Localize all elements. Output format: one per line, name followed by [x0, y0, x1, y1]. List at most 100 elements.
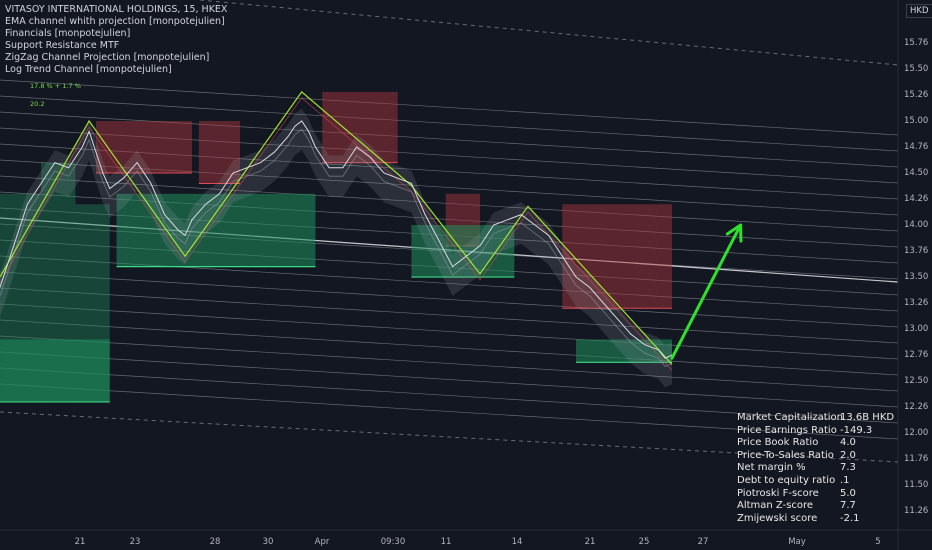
indicator-ema[interactable]: EMA channel whith projection [monpotejul… — [5, 16, 225, 27]
support-box — [0, 339, 110, 402]
chart-legend: VITASOY INTERNATIONAL HOLDINGS, 15, HKEX… — [5, 4, 227, 76]
resistance-box — [96, 121, 192, 174]
y-tick-label: 11.26 — [904, 506, 928, 516]
currency-badge[interactable]: HKD — [906, 4, 932, 18]
financial-label: Debt to equity ratio — [737, 474, 836, 486]
x-tick-label: 25 — [639, 537, 650, 547]
indicator-financials[interactable]: Financials [monpotejulien] — [5, 28, 131, 39]
channel-bottom-dashed-line — [0, 411, 899, 463]
financial-label: Price Book Ratio — [737, 437, 819, 449]
financial-row: Zmijewski score -2.1 — [737, 513, 894, 526]
y-tick-label: 15.76 — [904, 38, 928, 48]
ema-band — [0, 108, 672, 388]
x-tick-label: 30 — [263, 537, 274, 547]
x-tick-label: 11 — [441, 537, 452, 547]
y-tick-label: 14.26 — [904, 194, 928, 204]
financial-label: Market Capitalization — [737, 412, 843, 423]
channel-line — [0, 351, 899, 408]
financial-label: Altman Z-score — [737, 500, 814, 512]
channel-top-dashed-line — [199, 0, 899, 66]
channel-line — [0, 79, 899, 136]
y-axis: 15.76 15.50 15.26 15.00 14.76 14.50 14.26 14.00… — [904, 38, 928, 516]
indicator-log-trend[interactable]: Log Trend Channel [monpotejulien] — [5, 64, 172, 75]
financial-label: Piotroski F-score — [737, 487, 819, 499]
y-tick-label: 15.50 — [904, 64, 928, 74]
y-tick-label: 13.50 — [904, 272, 928, 282]
financial-row: Altman Z-score 7.7 — [737, 500, 894, 513]
y-tick-label: 12.50 — [904, 376, 928, 386]
financial-value: -2.1 — [840, 512, 860, 524]
channel-line — [0, 159, 899, 216]
financial-value: 5.0 — [840, 487, 856, 499]
financial-row: Market Capitalization 13.6B HKD — [737, 412, 894, 425]
zigzag-value-label: 20.2 — [30, 100, 45, 108]
financial-row: Net margin % 7.3 — [737, 462, 894, 475]
zigzag-channel — [0, 91, 673, 371]
financial-row: Price Book Ratio 4.0 — [737, 437, 894, 450]
price-series — [0, 120, 673, 359]
zigzag-line — [0, 91, 673, 365]
support-column — [75, 204, 110, 402]
financial-value: 7.3 — [840, 462, 856, 474]
financial-value: 7.7 — [840, 500, 856, 512]
y-tick-label: 13.00 — [904, 324, 928, 334]
y-tick-label: 12.26 — [904, 402, 928, 412]
channel-line — [0, 367, 899, 424]
channel-line — [0, 303, 899, 360]
y-tick-label: 14.76 — [904, 142, 928, 152]
financials-table: Market Capitalization 13.6B HKD Price Ear… — [737, 412, 894, 525]
x-tick-label: 28 — [210, 537, 221, 547]
price-line — [0, 120, 673, 359]
channel-line — [0, 319, 899, 376]
arrow-head — [725, 223, 743, 243]
x-tick-label: Apr — [315, 537, 330, 547]
financial-row: Piotroski F-score 5.0 — [737, 488, 894, 501]
y-tick-label: 14.50 — [904, 168, 928, 178]
y-tick-label: 12.00 — [904, 428, 928, 438]
financial-value: .1 — [840, 474, 850, 486]
financial-value: 4.0 — [840, 437, 856, 449]
chart-title: VITASOY INTERNATIONAL HOLDINGS, 15, HKEX — [5, 4, 228, 15]
channel-line — [0, 111, 899, 168]
channel-line — [0, 143, 899, 200]
y-tick-label: 11.50 — [904, 480, 928, 490]
x-tick-label: May — [788, 537, 806, 547]
financial-value: 2.0 — [840, 449, 856, 461]
financial-value: 13.6B HKD — [840, 412, 895, 423]
y-tick-label: 15.26 — [904, 90, 928, 100]
financial-label: Zmijewski score — [737, 512, 818, 524]
financial-row: Price Earnings Ratio -149.3 — [737, 425, 894, 438]
channel-line — [0, 383, 899, 440]
resistance-box — [562, 204, 672, 309]
ema-line — [0, 128, 673, 368]
x-tick-label: 5 — [875, 537, 880, 547]
support-resistance-boxes — [0, 91, 672, 403]
financial-label: Price Earnings Ratio — [737, 424, 837, 436]
financial-label: Net margin % — [737, 462, 806, 474]
y-tick-label: 15.00 — [904, 116, 928, 126]
financial-row: Debt to equity ratio .1 — [737, 475, 894, 488]
indicator-support-resistance[interactable]: Support Resistance MTF — [5, 40, 120, 51]
y-tick-label: 13.26 — [904, 298, 928, 308]
zigzag-shadow-line — [0, 97, 673, 371]
zigzag-percent-label: 17.8 % + 1.7 % — [30, 82, 81, 90]
x-tick-label: 23 — [130, 537, 141, 547]
channel-line — [0, 335, 899, 392]
y-tick-label: 13.76 — [904, 246, 928, 256]
x-axis: 21 23 28 30 Apr 09:30 11 14 21 25 27 May 5 — [75, 537, 881, 547]
x-tick-label: 27 — [698, 537, 709, 547]
x-tick-label: 14 — [512, 537, 523, 547]
indicator-zigzag[interactable]: ZigZag Channel Projection [monpotejulien… — [5, 52, 210, 63]
support-box — [576, 339, 672, 363]
support-column — [0, 193, 42, 402]
financial-value: -149.3 — [840, 424, 873, 436]
y-tick-label: 11.76 — [904, 454, 928, 464]
ema-channel — [0, 108, 673, 388]
y-tick-label: 12.76 — [904, 350, 928, 360]
channel-line — [0, 175, 899, 232]
x-tick-label: 21 — [585, 537, 596, 547]
channel-line — [0, 127, 899, 184]
resistance-box — [322, 91, 398, 163]
x-tick-label: 21 — [75, 537, 86, 547]
